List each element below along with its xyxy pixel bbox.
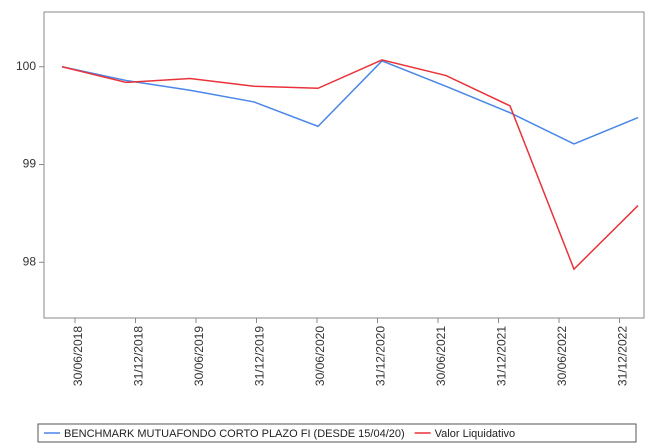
legend-label: BENCHMARK MUTUAFONDO CORTO PLAZO FI (DES… (64, 428, 405, 440)
x-tick-label: 30/06/2019 (192, 326, 206, 386)
series-line (61, 60, 639, 145)
x-tick-label: 30/06/2020 (313, 326, 327, 386)
legend: BENCHMARK MUTUAFONDO CORTO PLAZO FI (DES… (44, 428, 515, 440)
x-tick-label: 31/12/2021 (495, 326, 509, 386)
x-tick-label: 31/12/2018 (132, 326, 146, 386)
x-tick-label: 30/06/2021 (434, 326, 448, 386)
y-tick-label: 100 (16, 59, 36, 73)
y-tick-label: 98 (23, 254, 37, 268)
series-line (61, 59, 639, 271)
x-tick-label: 31/12/2020 (374, 326, 388, 386)
legend-box (37, 423, 637, 443)
x-tick-label: 30/06/2022 (555, 326, 569, 386)
x-tick-label: 30/06/2018 (71, 326, 85, 386)
plot-frame (43, 11, 645, 319)
x-tick-label: 31/12/2022 (616, 326, 630, 386)
legend-label: Valor Liquidativo (435, 428, 516, 440)
x-tick-label: 31/12/2019 (253, 326, 267, 386)
y-tick-label: 99 (23, 157, 37, 171)
